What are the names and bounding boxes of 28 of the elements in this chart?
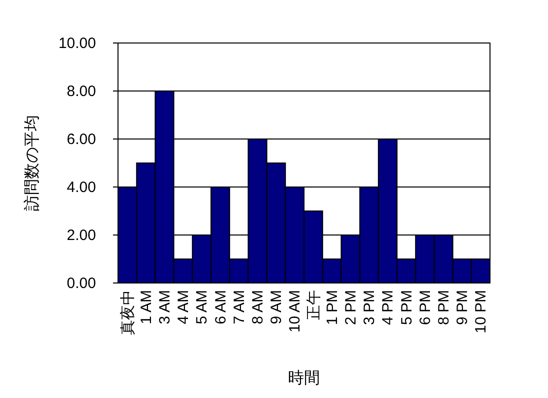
x-tick-label: 9 AM — [268, 290, 286, 324]
x-tick-label: 6 AM — [212, 290, 230, 324]
y-tick-label: 10.00 — [58, 35, 96, 52]
y-tick-label: 2.00 — [66, 227, 96, 244]
x-tick-label: 2 PM — [342, 290, 360, 326]
y-tick-label: 4.00 — [66, 179, 96, 196]
x-tick-label: 8 PM — [436, 290, 452, 326]
y-tick-label: 8.00 — [66, 83, 96, 100]
x-tick-label: 正午 — [305, 290, 322, 320]
x-tick-label: 8 AM — [250, 290, 266, 324]
x-tick-label: 3 AM — [156, 290, 174, 324]
x-tick-label: 4 PM — [380, 290, 397, 326]
x-tick-label: 1 PM — [324, 290, 341, 326]
x-tick-label: 3 PM — [361, 290, 378, 326]
x-tick-label: 4 AM — [175, 290, 192, 324]
x-tick-label: 6 PM — [416, 290, 434, 326]
y-tick-label: 6.00 — [66, 131, 96, 148]
y-axis-title: 訪問数の平均 — [23, 115, 41, 211]
x-tick-label: 1 AM — [138, 290, 155, 324]
x-tick-label: 9 PM — [454, 290, 472, 326]
x-tick-label: 10 PM — [472, 290, 490, 334]
x-axis-title: 時間 — [288, 369, 320, 387]
x-tick-label: 7 AM — [230, 290, 248, 324]
y-tick-label: 0.00 — [66, 275, 96, 292]
x-tick-label: 5 AM — [194, 290, 211, 324]
x-tick-label: 5 PM — [398, 290, 416, 326]
x-tick-label: 真夜中 — [119, 290, 136, 335]
x-tick-label: 10 AM — [286, 290, 304, 333]
